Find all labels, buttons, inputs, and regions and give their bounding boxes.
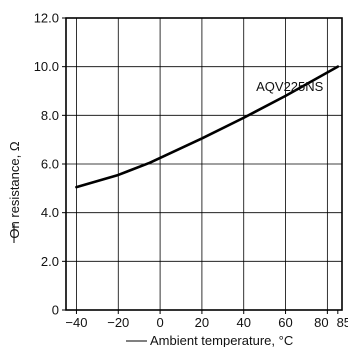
x-axis-title: Ambient temperature, °C [150,333,293,347]
series-label: AQV225NS [256,79,324,94]
series-group [75,65,340,189]
y-tick-label: 6.0 [41,157,59,172]
y-tick-label: 4.0 [41,205,59,220]
y-axis: 0 2.0 4.0 6.0 8.0 10.0 12.0 [34,11,66,318]
x-tick-label: −20 [107,315,129,330]
y-tick-label: 0 [52,303,59,318]
x-tick-label: 20 [195,315,209,330]
x-tick-label: 85 [337,315,348,330]
y-tick-label: 8.0 [41,108,59,123]
x-tick-label: −40 [65,315,87,330]
grid [66,17,342,311]
x-tick-label: 60 [278,315,292,330]
y-tick-label: 10.0 [34,59,59,74]
x-tick-label: 40 [236,315,250,330]
x-axis: −40 −20 0 20 40 60 80 85 [65,310,348,330]
x-tick-label: 80 [314,315,328,330]
y-tick-label: 2.0 [41,254,59,269]
annotations: AQV225NS [256,79,324,94]
x-tick-label: 0 [156,315,163,330]
series-line [75,65,340,189]
y-tick-label: 12.0 [34,11,59,26]
y-axis-title: On resistance, Ω [7,141,22,238]
